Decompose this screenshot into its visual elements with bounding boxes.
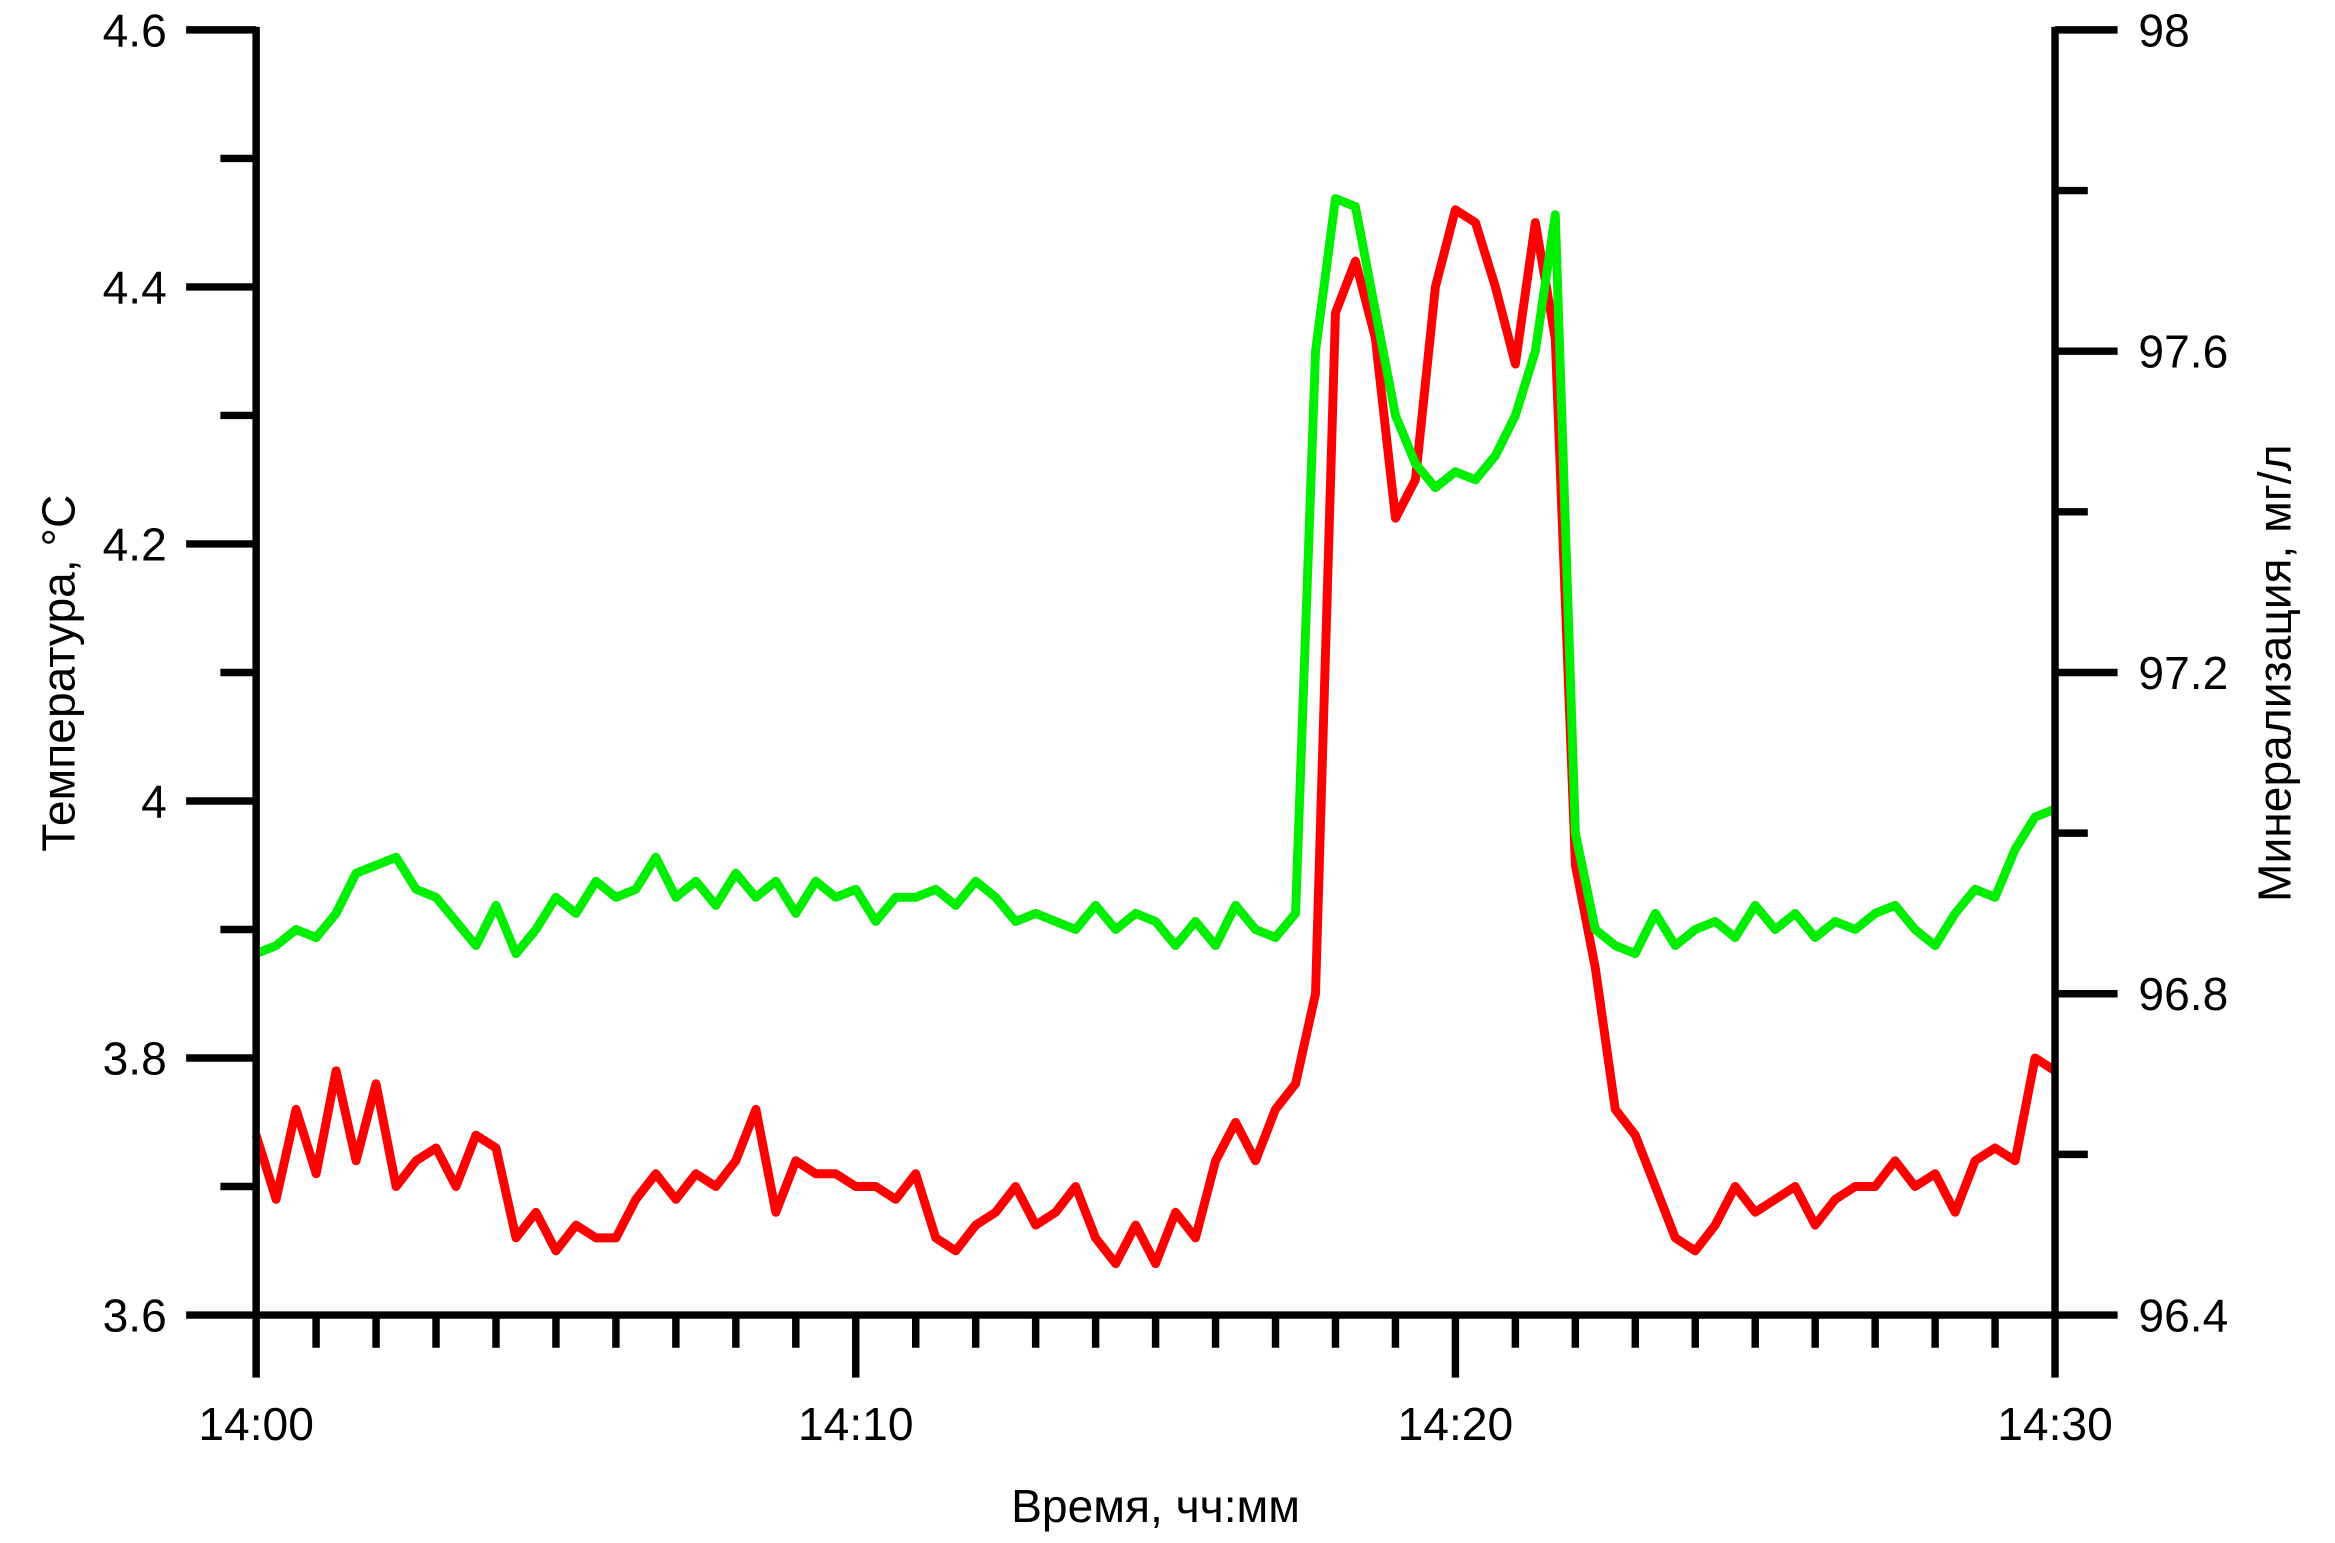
x-tick-label: 14:10 — [798, 1398, 914, 1450]
y-tick-label: 4.2 — [103, 518, 167, 570]
y-axis-label: Температура, °C — [33, 495, 85, 852]
x-tick-label: 14:00 — [198, 1398, 314, 1450]
data-line — [251, 205, 2058, 1269]
x-axis-label: Время, чч:мм — [1011, 1480, 1300, 1532]
y2-axis-label: Минерализация, мг/л — [2249, 444, 2301, 901]
y-tick-label: 3.6 — [103, 1289, 167, 1341]
x-tick-label: 14:30 — [1997, 1398, 2113, 1450]
y2-tick-label: 96.4 — [2138, 1289, 2228, 1341]
y-tick-label: 3.8 — [103, 1032, 167, 1084]
y2-tick-label: 98 — [2138, 4, 2189, 56]
x-tick-label: 14:20 — [1398, 1398, 1514, 1450]
y-tick-label: 4.6 — [103, 4, 167, 56]
data-line — [254, 194, 2057, 959]
y2-tick-label: 97.2 — [2138, 647, 2228, 699]
y-tick-label: 4.4 — [103, 261, 167, 313]
y2-tick-label: 97.6 — [2138, 326, 2228, 378]
y-tick-label: 4 — [141, 775, 167, 827]
y2-tick-label: 96.8 — [2138, 968, 2228, 1020]
